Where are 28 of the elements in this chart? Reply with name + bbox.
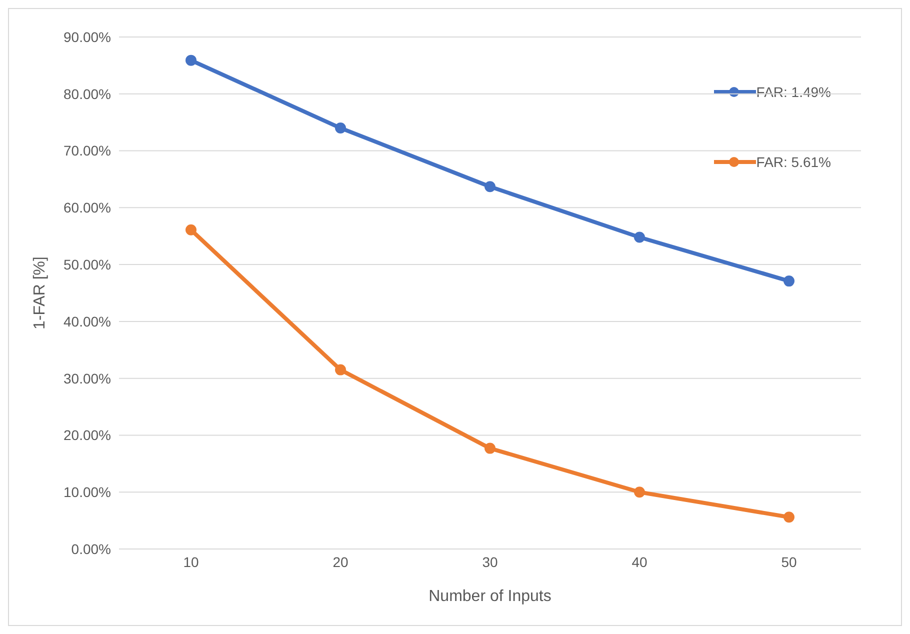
legend-label: FAR: 5.61%	[756, 154, 831, 170]
y-axis-title: 1-FAR [%]	[32, 256, 49, 330]
point	[634, 486, 645, 498]
point	[634, 232, 645, 243]
x-tick-label: 30	[482, 554, 498, 570]
y-tick-label: 70.00%	[64, 142, 111, 159]
y-tick-label: 40.00%	[64, 313, 111, 330]
point	[784, 276, 794, 287]
y-tick-label: 10.00%	[64, 484, 111, 500]
point	[484, 181, 496, 192]
point	[484, 442, 496, 454]
y-tick-label: 30.00%	[64, 370, 111, 386]
y-tick-label: 90.00%	[64, 28, 111, 45]
point	[186, 54, 196, 66]
x-tick-label: 20	[332, 554, 348, 570]
x-tick-label: 40	[632, 554, 648, 570]
y-tick-label: 80.00%	[64, 86, 111, 102]
x-tick-label: 10	[183, 554, 199, 570]
point	[335, 122, 346, 134]
y-tick-label: 0.00%	[71, 540, 111, 557]
x-tick-label: 50	[781, 554, 797, 570]
point	[784, 512, 794, 523]
point	[335, 364, 346, 376]
y-tick-label: 20.00%	[64, 427, 111, 444]
x-axis-title: Number of Inputs	[428, 588, 552, 605]
y-tick-label: 50.00%	[64, 256, 111, 273]
y-tick-label: 60.00%	[64, 200, 111, 216]
point	[186, 224, 196, 236]
